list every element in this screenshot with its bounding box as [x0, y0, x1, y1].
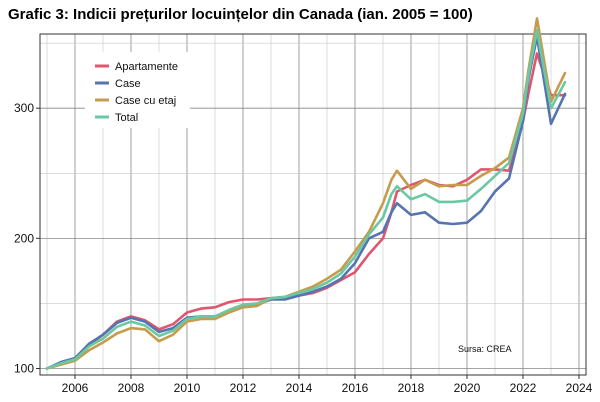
y-axis-ticks: 100 200 300 [14, 101, 40, 375]
x-tick-label: 2018 [398, 381, 425, 395]
legend-label: Case cu etaj [115, 95, 176, 107]
grid-lines [40, 34, 586, 375]
series-line-case-cu-etaj [45, 17, 567, 370]
x-tick-label: 2022 [510, 381, 537, 395]
x-tick-label: 2024 [566, 381, 593, 395]
legend-label: Apartamente [115, 61, 178, 73]
x-axis-ticks: 2006 2008 2010 2012 2014 2016 2018 2020 2022 2024 [62, 375, 593, 395]
x-tick-label: 2012 [230, 381, 257, 395]
source-note: Sursa: CREA [458, 344, 512, 354]
x-tick-label: 2006 [62, 381, 89, 395]
x-tick-label: 2016 [342, 381, 369, 395]
y-tick-label: 100 [14, 361, 34, 375]
legend-label: Case [115, 78, 141, 90]
series-lines [45, 17, 567, 370]
series-line-total [45, 28, 567, 370]
x-tick-label: 2014 [286, 381, 313, 395]
x-tick-label: 2020 [454, 381, 481, 395]
x-tick-label: 2010 [174, 381, 201, 395]
x-tick-label: 2008 [118, 381, 145, 395]
y-tick-label: 200 [14, 231, 34, 245]
chart-title: Grafic 3: Indicii prețurilor locuințelor… [8, 6, 473, 23]
legend-label: Total [115, 112, 138, 124]
plot-area [39, 33, 587, 376]
series-line-case [45, 35, 567, 370]
y-tick-label: 300 [14, 101, 34, 115]
legend: Apartamente Case Case cu etaj Total [85, 52, 190, 128]
